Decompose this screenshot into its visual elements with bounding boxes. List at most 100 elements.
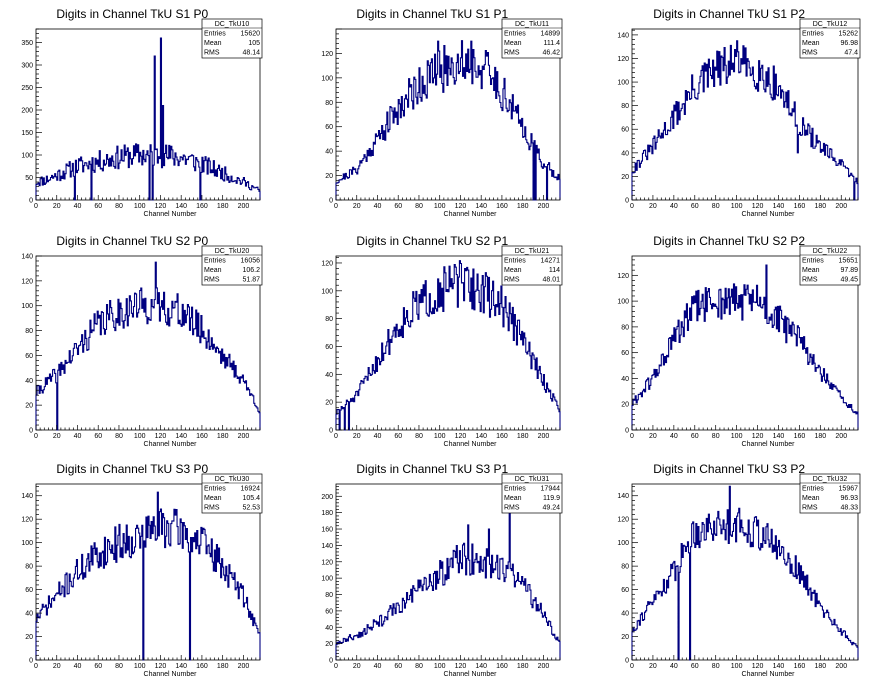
stats-box: DC_TkU20 Entries 16056 Mean 106.2 RMS 51.87 (201, 245, 263, 286)
x-tick-label: 140 (773, 663, 785, 670)
stats-label: RMS (504, 505, 520, 512)
x-tick-label: 100 (731, 433, 743, 440)
stats-value: 46.42 (542, 50, 560, 57)
stats-box: DC_TkU12 Entries 15262 Mean 96.98 RMS 47.4 (799, 18, 861, 59)
x-tick-label: 40 (74, 663, 82, 670)
stats-label: Mean (802, 267, 820, 274)
x-tick-label: 140 (475, 433, 487, 440)
x-tick-label: 80 (115, 433, 123, 440)
histogram-line (631, 264, 859, 430)
x-axis-label: Channel Number (144, 211, 198, 218)
chart-title: Digits in Channel TkU S2 P2 (653, 234, 805, 248)
x-tick-label: 160 (794, 203, 806, 210)
stats-box: DC_TkU22 Entries 15651 Mean 97.89 RMS 49.45 (799, 245, 861, 286)
histogram-line (335, 491, 561, 660)
x-tick-label: 40 (74, 203, 82, 210)
x-tick-label: 160 (496, 433, 508, 440)
x-tick-label: 140 (773, 433, 785, 440)
chart-title: Digits in Channel TkU S1 P0 (56, 7, 208, 21)
x-tick-label: 100 (731, 203, 743, 210)
stats-value: 52.53 (242, 505, 260, 512)
x-tick-label: 60 (94, 203, 102, 210)
y-tick-label: 100 (617, 540, 629, 547)
stats-value: 15262 (839, 31, 859, 38)
stats-value: 48.33 (840, 505, 858, 512)
y-tick-label: 60 (25, 353, 33, 360)
y-tick-label: 20 (621, 634, 629, 641)
y-tick-label: 120 (617, 56, 629, 63)
stats-label: Entries (802, 258, 824, 265)
stats-value: 96.93 (840, 495, 858, 502)
y-tick-label: 20 (621, 174, 629, 181)
x-tick-label: 40 (670, 433, 678, 440)
y-tick-label: 40 (621, 376, 629, 383)
stats-value: 49.45 (840, 277, 858, 284)
x-tick-label: 60 (94, 663, 102, 670)
y-tick-label: 40 (621, 611, 629, 618)
x-tick-label: 140 (175, 203, 187, 210)
y-tick-label: 80 (25, 564, 33, 571)
y-tick-label: 40 (621, 150, 629, 157)
stats-histogram-name: DC_TkU32 (813, 476, 848, 483)
stats-histogram-name: DC_TkU31 (515, 476, 550, 483)
x-tick-label: 20 (353, 663, 361, 670)
stats-box: DC_TkU32 Entries 15967 Mean 96.93 RMS 48.33 (799, 473, 861, 514)
stats-value: 14271 (541, 258, 561, 265)
x-tick-label: 40 (374, 203, 382, 210)
stats-value: 111.4 (544, 40, 561, 47)
x-tick-label: 40 (74, 433, 82, 440)
stats-value: 47.4 (844, 50, 858, 57)
x-tick-label: 160 (794, 433, 806, 440)
x-tick-label: 80 (712, 203, 720, 210)
stats-label: RMS (204, 505, 220, 512)
stats-box: DC_TkU30 Entries 16924 Mean 105.4 RMS 52.53 (201, 473, 263, 514)
x-tick-label: 180 (814, 203, 826, 210)
x-tick-label: 180 (517, 663, 529, 670)
y-tick-label: 80 (25, 328, 33, 335)
x-tick-label: 180 (517, 433, 529, 440)
stats-value: 105 (248, 40, 260, 47)
x-tick-label: 200 (538, 203, 550, 210)
x-tick-label: 200 (835, 433, 847, 440)
histogram-panel-9: Digits in Channel TkU S3 P2 0 20 40 60 80 100 1… (617, 462, 861, 678)
histogram-line (35, 491, 261, 661)
histogram-line (335, 260, 561, 431)
x-tick-label: 20 (353, 203, 361, 210)
x-tick-label: 120 (752, 663, 764, 670)
histogram-line (35, 261, 261, 431)
stats-label: Mean (204, 267, 222, 274)
x-tick-label: 120 (155, 663, 167, 670)
stats-value: 16924 (241, 486, 261, 493)
stats-label: Mean (802, 40, 820, 47)
stats-box-frame (799, 473, 861, 514)
stats-histogram-name: DC_TkU12 (813, 21, 848, 28)
x-tick-label: 60 (394, 433, 402, 440)
y-tick-label: 350 (21, 40, 33, 47)
y-tick-label: 100 (617, 80, 629, 87)
x-tick-label: 200 (835, 203, 847, 210)
x-tick-label: 0 (630, 203, 634, 210)
y-tick-label: 60 (621, 350, 629, 357)
y-tick-label: 0 (625, 658, 629, 665)
x-tick-label: 200 (538, 663, 550, 670)
stats-label: Entries (504, 258, 526, 265)
y-tick-label: 60 (621, 127, 629, 134)
x-tick-label: 160 (794, 663, 806, 670)
y-tick-label: 80 (325, 100, 333, 107)
stats-label: Mean (204, 40, 222, 47)
x-tick-label: 0 (334, 203, 338, 210)
x-tick-label: 0 (34, 663, 38, 670)
stats-value: 14899 (541, 31, 561, 38)
y-tick-label: 40 (25, 611, 33, 618)
x-tick-label: 20 (353, 433, 361, 440)
x-tick-label: 100 (731, 663, 743, 670)
stats-label: Entries (802, 31, 824, 38)
histogram-panel-6: Digits in Channel TkU S2 P2 0 20 40 60 80 100 1… (617, 234, 861, 448)
chart-title: Digits in Channel TkU S2 P0 (56, 234, 208, 248)
x-axis-label: Channel Number (444, 671, 498, 678)
y-tick-label: 0 (329, 198, 333, 205)
stats-label: RMS (504, 277, 520, 284)
stats-value: 17944 (541, 486, 561, 493)
stats-box-frame (201, 245, 263, 286)
